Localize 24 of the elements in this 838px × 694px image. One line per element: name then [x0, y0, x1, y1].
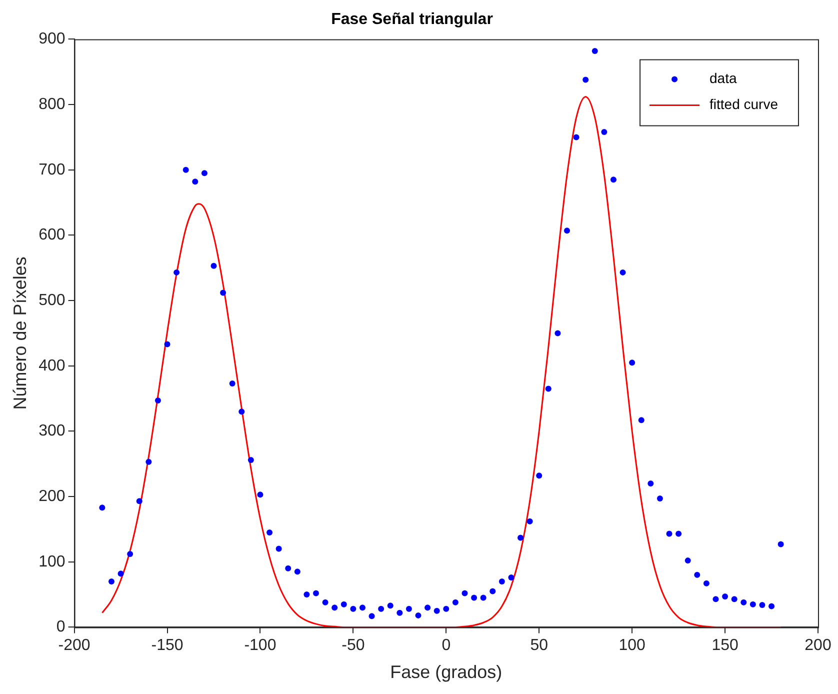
y-tick-label: 800 [38, 96, 66, 113]
y-tick-label: 400 [38, 357, 66, 374]
y-tick-label: 700 [38, 161, 66, 178]
x-tick-label: 0 [442, 637, 451, 654]
legend-label: data [710, 70, 737, 86]
x-tick-label: -150 [151, 637, 184, 654]
y-tick-label: 500 [38, 292, 66, 309]
x-tick-label: 100 [618, 637, 646, 654]
y-tick-label: 0 [56, 618, 66, 636]
y-tick-label: 100 [38, 553, 66, 570]
x-tick-label: -50 [342, 637, 365, 654]
y-tick-label: 200 [38, 488, 66, 505]
x-tick-label: -100 [244, 637, 276, 654]
y-tick-label: 900 [38, 30, 66, 48]
x-tick-label: -200 [58, 637, 90, 654]
legend-label: fitted curve [710, 96, 778, 112]
x-tick-label: 50 [530, 637, 548, 654]
chart-title: Fase Señal triangular [331, 11, 493, 28]
y-tick-label: 300 [38, 422, 66, 440]
y-axis-title: Número de Píxeles [10, 256, 30, 410]
y-tick-label: 600 [38, 226, 66, 244]
x-tick-label: 200 [804, 637, 832, 654]
x-axis-title: Fase (grados) [390, 662, 502, 682]
x-tick-label: 150 [712, 637, 738, 654]
